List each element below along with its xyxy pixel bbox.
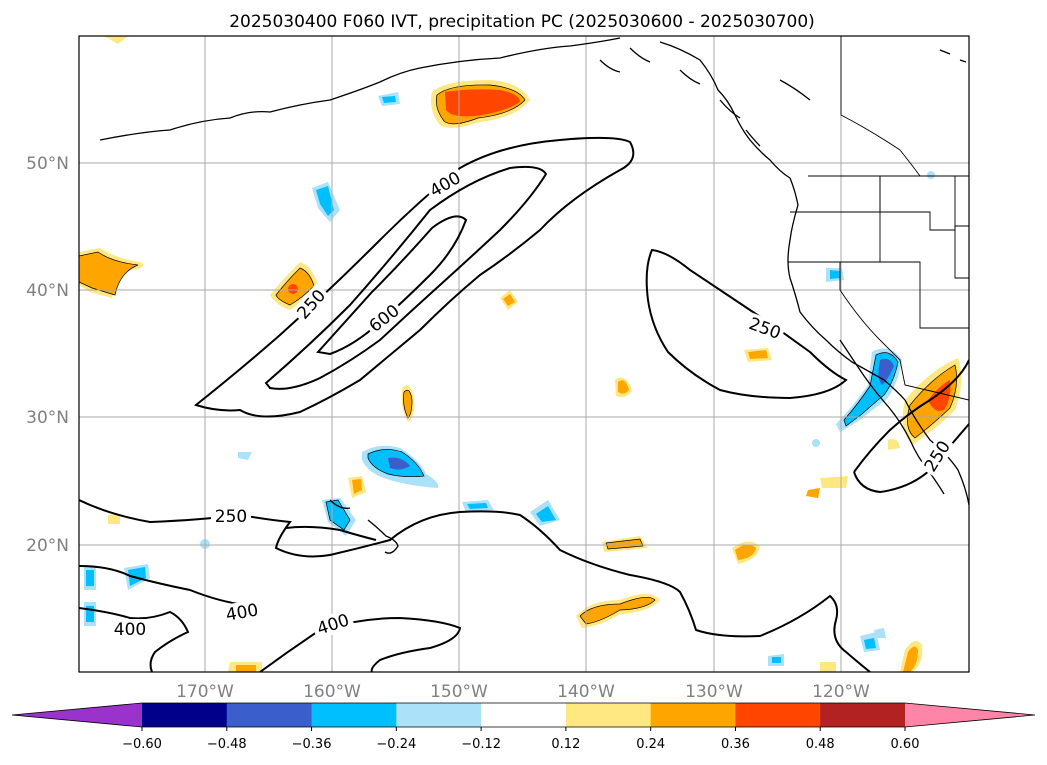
ivt-contour-labels: 400 250 600 250 250 250 400 400 400 [110, 165, 956, 640]
contour-label: 250 [215, 507, 247, 527]
precip-positive-shading [79, 36, 962, 672]
colorbar-tick-label: 0.60 [891, 737, 920, 752]
lat-label: 30°N [26, 408, 69, 428]
colorbar-tick-label: 0.36 [721, 737, 750, 752]
colorbar-tick-label: 0.48 [806, 737, 835, 752]
colorbar-tick-label: −0.60 [122, 737, 162, 752]
lat-label: 40°N [26, 281, 69, 301]
lon-label: 140°W [557, 682, 615, 702]
colorbar-tick-labels: −0.60 −0.48 −0.36 −0.24 −0.12 0.12 0.24 0.36 0.4… [122, 727, 919, 752]
map-frame [78, 35, 970, 673]
colorbar-segment [650, 703, 736, 727]
colorbar-segment [142, 703, 228, 727]
country-state-borders [788, 36, 969, 401]
colorbar-tick-label: 0.24 [636, 737, 665, 752]
colorbar-segment [396, 703, 482, 727]
lon-label: 170°W [176, 682, 234, 702]
colorbar-tick-label: −0.36 [292, 737, 332, 752]
colorbar-segment [820, 703, 906, 727]
precip-contour-lines [79, 84, 957, 625]
colorbar-segment [481, 703, 567, 727]
lat-label: 20°N [26, 536, 69, 556]
colorbar [11, 702, 1036, 728]
coastlines [99, 37, 969, 554]
map-area: 400 250 600 250 250 250 400 400 400 [79, 36, 969, 672]
colorbar-segment [565, 703, 652, 727]
colorbar-extend-low [12, 703, 142, 727]
lon-label: 120°W [812, 682, 870, 702]
contour-label: 400 [114, 620, 146, 640]
colorbar-segment [226, 703, 313, 727]
colorbar-tick-label: 0.12 [551, 737, 580, 752]
precip-negative-shading [84, 92, 935, 666]
lon-label: 160°W [303, 682, 361, 702]
longitude-labels: 170°W 160°W 150°W 140°W 130°W 120°W [176, 682, 870, 702]
colorbar-tick-label: −0.24 [376, 737, 416, 752]
ivt-contours [79, 136, 969, 672]
lat-label: 50°N [26, 154, 69, 174]
colorbar-segment [735, 703, 821, 727]
colorbar-tick-label: −0.48 [207, 737, 247, 752]
lon-label: 130°W [685, 682, 743, 702]
lon-label: 150°W [430, 682, 488, 702]
figure-title: 2025030400 F060 IVT, precipitation PC (2… [229, 12, 815, 32]
colorbar-extend-high [905, 703, 1035, 727]
colorbar-tick-label: −0.12 [461, 737, 501, 752]
colorbar-segment [311, 703, 397, 727]
latitude-labels: 50°N 40°N 30°N 20°N [26, 154, 69, 556]
